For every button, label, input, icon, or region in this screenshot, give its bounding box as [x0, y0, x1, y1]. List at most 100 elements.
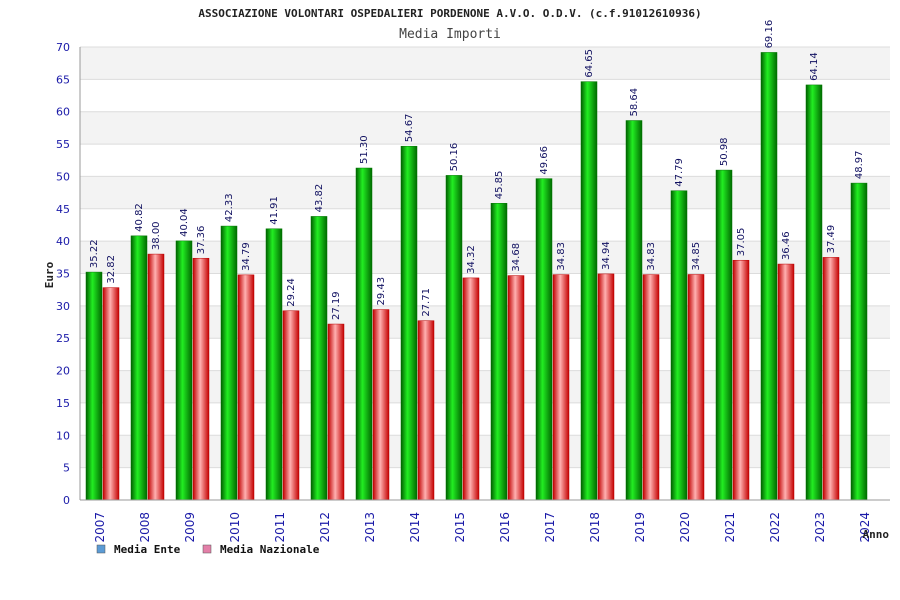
- value-label-media-nazionale-2009: 37.36: [196, 226, 207, 255]
- y-tick-label: 10: [56, 429, 70, 442]
- bar-media-nazionale-2023: [822, 257, 840, 501]
- bar-media-nazionale-2010: [237, 274, 255, 501]
- value-label-media-nazionale-2007: 32.82: [106, 255, 117, 284]
- value-label-media-nazionale-2017: 34.83: [556, 242, 567, 271]
- bar-media-ente-2009: [175, 240, 193, 501]
- value-label-media-nazionale-2015: 34.32: [466, 245, 477, 274]
- value-label-media-ente-2021: 50.98: [719, 137, 730, 166]
- value-label-media-nazionale-2022: 36.46: [781, 231, 792, 260]
- value-label-media-ente-2018: 64.65: [584, 49, 595, 78]
- bar-media-nazionale-2020: [687, 274, 705, 501]
- bar-media-nazionale-2018: [597, 273, 615, 501]
- bar-media-ente-2011: [265, 228, 283, 501]
- bar-media-ente-2023: [805, 84, 823, 501]
- legend-swatch-media-ente: [96, 544, 106, 554]
- bar-media-ente-2010: [220, 225, 238, 501]
- y-tick-label: 65: [56, 73, 70, 86]
- data-labels: 35.22 32.82 40.82 38.00 40.04 37.36 42.33 34.79…: [89, 20, 865, 320]
- x-tick-label-2009: 2009: [183, 512, 197, 543]
- grid-band: [80, 111, 890, 145]
- x-axis-label: Anno: [863, 528, 890, 541]
- x-tick-label-2008: 2008: [138, 512, 152, 543]
- bar-media-ente-2021: [715, 169, 733, 501]
- value-label-media-nazionale-2019: 34.83: [646, 242, 657, 271]
- grid-band: [80, 47, 890, 80]
- bar-media-ente-2020: [670, 190, 688, 501]
- x-tick-label-2022: 2022: [768, 512, 782, 543]
- legend-label-media-ente: Media Ente: [114, 543, 181, 556]
- value-label-media-ente-2016: 45.85: [494, 171, 505, 200]
- bar-media-nazionale-2011: [282, 310, 300, 501]
- x-tick-label-2024: 2024: [858, 512, 872, 543]
- value-label-media-ente-2023: 64.14: [809, 52, 820, 81]
- value-label-media-nazionale-2021: 37.05: [736, 228, 747, 257]
- chart-title: ASSOCIAZIONE VOLONTARI OSPEDALIERI PORDE…: [198, 7, 701, 20]
- y-tick-label: 30: [56, 300, 70, 313]
- value-label-media-ente-2011: 41.91: [269, 196, 280, 225]
- bar-media-ente-2012: [310, 216, 328, 501]
- value-label-media-ente-2015: 50.16: [449, 143, 460, 172]
- x-tick-label-2017: 2017: [543, 512, 557, 543]
- x-tick-label-2018: 2018: [588, 512, 602, 543]
- bar-media-nazionale-2019: [642, 274, 660, 501]
- bar-media-ente-2022: [760, 52, 778, 501]
- grid-band: [80, 273, 890, 306]
- bar-media-ente-2018: [580, 81, 598, 501]
- grid-band: [80, 370, 890, 403]
- grid-band: [80, 435, 890, 468]
- bar-media-nazionale-2015: [462, 277, 480, 501]
- grid-band: [80, 305, 890, 339]
- x-tick-label-2020: 2020: [678, 512, 692, 543]
- bar-media-nazionale-2021: [732, 259, 750, 501]
- y-tick-label: 20: [56, 365, 70, 378]
- value-label-media-ente-2010: 42.33: [224, 193, 235, 222]
- y-axis-label: Euro: [43, 261, 56, 288]
- x-tick-label-2019: 2019: [633, 512, 647, 543]
- x-tick-label-2023: 2023: [813, 512, 827, 543]
- x-tick-label-2021: 2021: [723, 512, 737, 543]
- x-tick-label-2015: 2015: [453, 512, 467, 543]
- bar-media-ente-2014: [400, 145, 418, 501]
- y-tick-label: 5: [63, 462, 70, 475]
- grid-band: [80, 338, 890, 371]
- value-label-media-nazionale-2010: 34.79: [241, 242, 252, 271]
- bar-media-nazionale-2008: [147, 253, 165, 501]
- y-tick-label: 55: [56, 138, 70, 151]
- bar-media-nazionale-2016: [507, 275, 525, 501]
- x-tick-label-2014: 2014: [408, 512, 422, 543]
- value-label-media-nazionale-2013: 29.43: [376, 277, 387, 306]
- legend: Media Ente Media Nazionale: [96, 543, 320, 556]
- bar-media-nazionale-2013: [372, 309, 390, 501]
- y-tick-label: 60: [56, 106, 70, 119]
- y-axis-ticks: 0 5 10 15 20 25 30 35 40 45 50 55 60 65 70: [56, 41, 70, 507]
- bar-media-nazionale-2007: [102, 287, 120, 501]
- value-label-media-ente-2017: 49.66: [539, 146, 550, 175]
- x-axis-ticks: 2007 2008 2009 2010 2011 2012 2013 2014 2015 2016…: [93, 512, 872, 543]
- y-tick-label: 70: [56, 41, 70, 54]
- value-label-media-ente-2009: 40.04: [179, 208, 190, 237]
- grid-band: [80, 208, 890, 242]
- grid-band: [80, 402, 890, 436]
- grid-band: [80, 176, 890, 209]
- value-label-media-ente-2013: 51.30: [359, 135, 370, 164]
- x-tick-label-2012: 2012: [318, 512, 332, 543]
- value-label-media-ente-2024: 48.97: [854, 150, 865, 179]
- value-label-media-nazionale-2018: 34.94: [601, 241, 612, 270]
- legend-swatch-media-nazionale: [202, 544, 212, 554]
- grid-band: [80, 79, 890, 112]
- y-tick-label: 0: [63, 494, 70, 507]
- value-label-media-ente-2014: 54.67: [404, 114, 415, 143]
- value-label-media-ente-2008: 40.82: [134, 203, 145, 232]
- x-tick-label-2010: 2010: [228, 512, 242, 543]
- y-tick-label: 45: [56, 203, 70, 216]
- x-tick-label-2007: 2007: [93, 512, 107, 543]
- y-tick-label: 50: [56, 170, 70, 183]
- bar-media-nazionale-2009: [192, 257, 210, 501]
- value-label-media-ente-2019: 58.64: [629, 88, 640, 117]
- x-tick-label-2016: 2016: [498, 512, 512, 543]
- bar-media-nazionale-2017: [552, 274, 570, 501]
- value-label-media-ente-2012: 43.82: [314, 184, 325, 213]
- x-tick-label-2013: 2013: [363, 512, 377, 543]
- value-label-media-nazionale-2020: 34.85: [691, 242, 702, 271]
- y-tick-label: 15: [56, 397, 70, 410]
